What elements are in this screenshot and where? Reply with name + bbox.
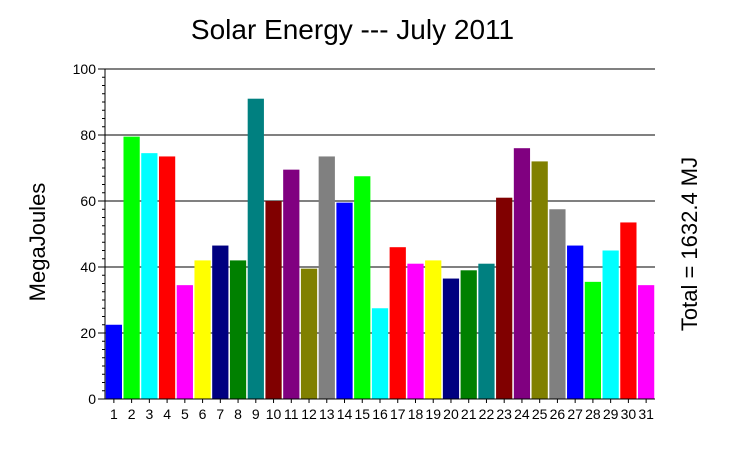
- y-tick-label: 60: [80, 193, 96, 209]
- bar: [389, 247, 406, 399]
- x-tick-label: 24: [514, 406, 530, 422]
- bar: [354, 176, 371, 399]
- x-tick-label: 6: [199, 406, 207, 422]
- bar: [442, 278, 460, 399]
- x-tick-label: 14: [337, 406, 353, 422]
- x-tick-label: 30: [621, 406, 637, 422]
- x-tick-label: 2: [128, 406, 136, 422]
- bar: [265, 201, 282, 399]
- x-tick-label: 29: [603, 406, 619, 422]
- bar: [478, 263, 495, 399]
- bar-layer: [105, 98, 655, 399]
- bar: [318, 156, 335, 399]
- x-tick-label: 16: [372, 406, 388, 422]
- bar: [638, 285, 655, 399]
- bar: [141, 153, 158, 399]
- x-tick-label: 27: [567, 406, 583, 422]
- bar: [229, 260, 247, 399]
- x-tick-label: 22: [479, 406, 495, 422]
- bar: [425, 260, 442, 399]
- bar: [283, 169, 300, 399]
- x-tick-label: 18: [408, 406, 424, 422]
- bar: [496, 197, 513, 399]
- bar: [549, 209, 566, 399]
- y-tick-label: 80: [80, 127, 96, 143]
- bar: [105, 324, 122, 399]
- bar: [300, 268, 318, 399]
- x-tick-label: 13: [319, 406, 335, 422]
- bar: [602, 250, 619, 399]
- bar: [158, 156, 176, 399]
- x-tick-label: 8: [234, 406, 242, 422]
- bar: [123, 136, 140, 399]
- x-tick-label: 9: [252, 406, 260, 422]
- bar: [176, 285, 193, 399]
- x-tick-label: 26: [550, 406, 566, 422]
- x-tick-label: 31: [638, 406, 654, 422]
- bar: [407, 263, 424, 399]
- bar: [620, 222, 637, 399]
- y-tick-label: 100: [73, 61, 97, 77]
- bar: [584, 281, 602, 399]
- x-tick-label: 19: [425, 406, 441, 422]
- bar: [567, 245, 584, 399]
- x-tick-label: 4: [163, 406, 171, 422]
- x-tick-label: 20: [443, 406, 459, 422]
- x-tick-label: 25: [532, 406, 548, 422]
- x-tick-label: 3: [145, 406, 153, 422]
- x-tick-label: 1: [110, 406, 118, 422]
- bar: [336, 202, 353, 399]
- x-tick-label: 28: [585, 406, 601, 422]
- x-tick-label: 17: [390, 406, 406, 422]
- x-tick-label: 15: [354, 406, 370, 422]
- x-tick-label: 11: [284, 406, 299, 422]
- y-tick-label: 40: [80, 259, 96, 275]
- y-tick-label: 20: [80, 325, 96, 341]
- bar: [194, 260, 211, 399]
- x-tick-label: 10: [266, 406, 282, 422]
- bar: [371, 308, 389, 399]
- chart-title: Solar Energy --- July 2011: [190, 14, 515, 45]
- bar: [460, 270, 477, 399]
- x-tick-label: 5: [181, 406, 189, 422]
- bar: [513, 148, 531, 399]
- x-tick-label: 23: [496, 406, 512, 422]
- x-tick-label: 7: [216, 406, 224, 422]
- bar: [212, 245, 229, 399]
- bar: [247, 98, 264, 399]
- x-tick-label: 21: [461, 406, 477, 422]
- x-tick-label: 12: [301, 406, 317, 422]
- y-tick-label: 0: [88, 391, 96, 407]
- bar: [531, 161, 548, 399]
